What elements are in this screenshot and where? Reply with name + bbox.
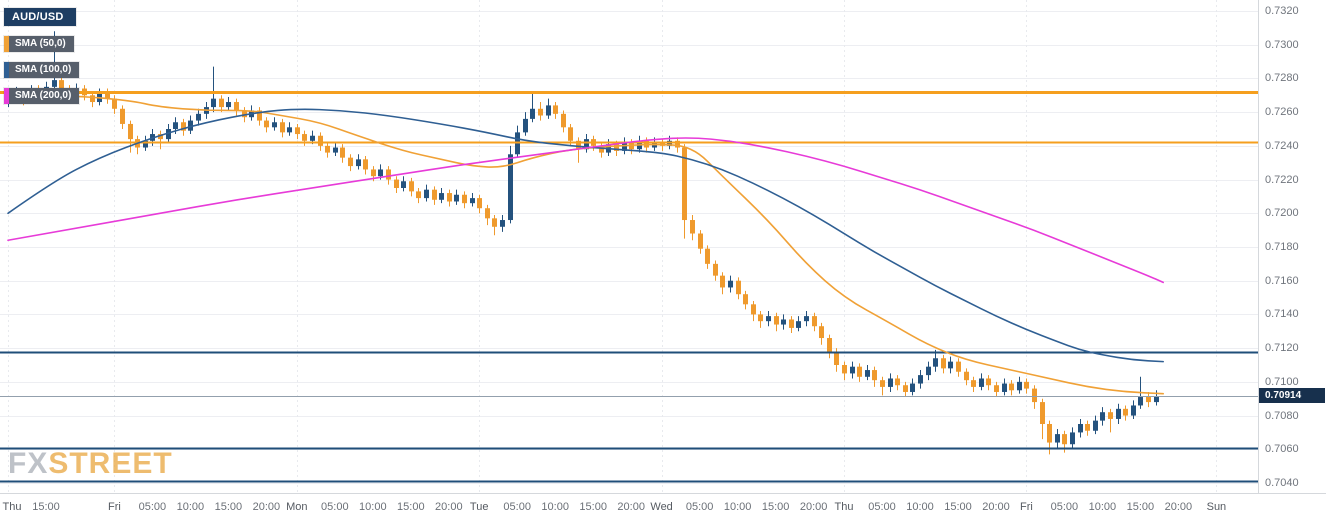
x-axis-label: 10:00 (359, 501, 387, 513)
x-axis-label: 20:00 (617, 501, 645, 513)
y-axis-label: 0.7320 (1265, 5, 1299, 17)
x-axis-label: 20:00 (799, 501, 828, 513)
x-axis-label: 20:00 (435, 501, 463, 513)
y-axis-label: 0.7080 (1265, 409, 1299, 422)
sma200-label: SMA (200,0) (15, 90, 72, 101)
y-axis-label: 0.7140 (1265, 308, 1299, 321)
y-axis-label: 0.7300 (1265, 38, 1299, 51)
x-axis-label: 05:00 (1050, 501, 1079, 513)
x-axis-label: Fri (107, 501, 121, 513)
y-axis-label: 0.7180 (1265, 241, 1299, 253)
y-axis-label: 0.7220 (1265, 173, 1299, 186)
x-axis-label: 20:00 (1164, 501, 1193, 513)
last-price-value: 0.70914 (1265, 390, 1302, 402)
price-axis[interactable]: 0.7320 0.7300 0.7280 0.7260 0.7240 0.7220 0.72… (1258, 0, 1326, 493)
legend-sma50-chip[interactable]: SMA (50,0) (4, 36, 74, 52)
x-axis-label: 10:00 (1088, 501, 1117, 513)
x-axis-label: 05:00 (685, 501, 714, 513)
time-axis[interactable]: Thu 15:00 Fri 05:00 10:00 15:00 20:00 Mon 05:00 1… (0, 493, 1326, 525)
x-axis-label: 15:00 (214, 501, 243, 513)
y-axis-label: 0.7280 (1265, 72, 1299, 85)
x-axis-label: 10:00 (541, 501, 569, 513)
last-price-badge: 0.70914 (1259, 388, 1325, 404)
x-axis-label: Thu (834, 501, 854, 513)
legend-sma100-chip[interactable]: SMA (100,0) (4, 62, 80, 78)
x-axis-label: 15:00 (579, 501, 607, 513)
y-axis-label: 0.7040 (1265, 477, 1299, 489)
x-axis-label: Sun (1206, 501, 1227, 513)
y-axis-label: 0.7120 (1265, 342, 1299, 355)
y-axis-label: 0.7160 (1265, 274, 1299, 287)
x-axis-label: 05:00 (138, 501, 167, 513)
x-axis-label: 10:00 (723, 501, 752, 513)
x-axis-label: 10:00 (176, 501, 205, 513)
sma100-color-swatch (4, 62, 9, 78)
legend: AUD/USD SMA (50,0) SMA (100,0) SMA (200,… (4, 8, 80, 114)
y-axis-label: 0.7060 (1265, 443, 1299, 456)
x-axis-label: Thu (2, 501, 22, 513)
sma100-label: SMA (100,0) (15, 64, 72, 75)
y-axis-label: 0.7240 (1265, 139, 1299, 152)
x-axis-label: Tue (469, 501, 489, 513)
sma200-color-swatch (4, 88, 9, 104)
x-axis-label: 20:00 (252, 501, 281, 513)
candlestick-chart-canvas[interactable] (0, 0, 1258, 493)
x-axis-label: 10:00 (906, 501, 934, 513)
x-axis-label: 15:00 (944, 501, 972, 513)
symbol-chip[interactable]: AUD/USD (4, 8, 76, 26)
legend-sma200-chip[interactable]: SMA (200,0) (4, 88, 80, 104)
y-axis-label: 0.7200 (1265, 207, 1299, 220)
symbol-label: AUD/USD (12, 11, 64, 23)
y-axis-label: 0.7260 (1265, 106, 1299, 119)
x-axis-label: 20:00 (982, 501, 1010, 513)
x-axis-label: 15:00 (397, 501, 425, 513)
x-axis-label: 15:00 (1126, 501, 1155, 513)
sma50-label: SMA (50,0) (15, 38, 66, 49)
x-axis-label: 15:00 (761, 501, 790, 513)
x-axis-label: Wed (650, 501, 673, 513)
sma50-color-swatch (4, 36, 9, 52)
x-axis-label: 15:00 (32, 501, 60, 513)
x-axis-label: 05:00 (321, 501, 349, 513)
y-axis-label: 0.7100 (1265, 375, 1299, 388)
x-axis-label: Fri (1019, 501, 1033, 513)
x-axis-label: 05:00 (868, 501, 896, 513)
x-axis-label: 05:00 (503, 501, 531, 513)
x-axis-label: Mon (286, 501, 308, 513)
